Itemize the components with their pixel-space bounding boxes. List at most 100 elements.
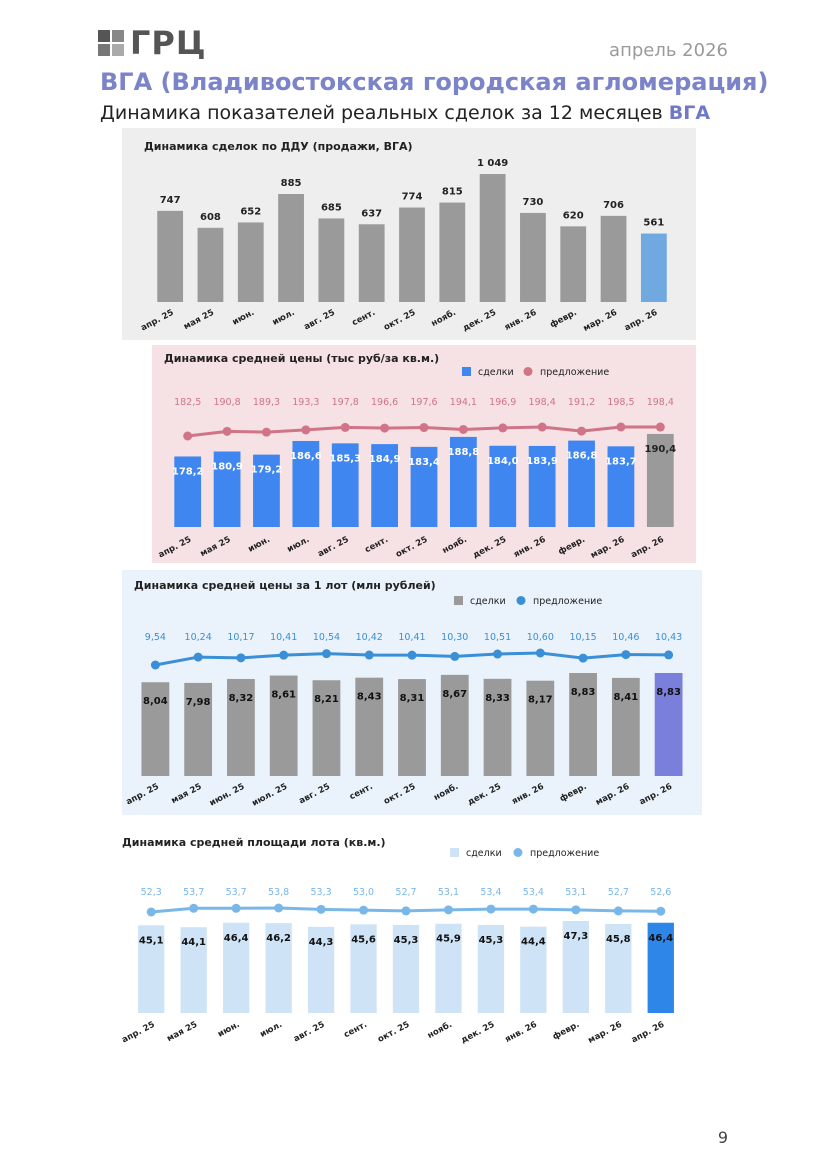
bar-value-label: 184,9 xyxy=(369,454,401,465)
line-point xyxy=(443,905,453,915)
bar-value-label: 190,4 xyxy=(644,444,676,455)
line-point xyxy=(577,426,587,436)
bar xyxy=(355,677,384,776)
line-value-label: 10,17 xyxy=(227,632,254,643)
line-value-label: 190,8 xyxy=(213,397,240,408)
bar xyxy=(528,445,556,527)
chart-avg-lot-area: Динамика средней площади лота (кв.м.) сде… xyxy=(118,828,702,1063)
logo-mark-icon xyxy=(98,30,124,56)
line-point xyxy=(193,652,203,662)
line-value-label: 10,41 xyxy=(270,632,297,643)
bar xyxy=(184,682,213,776)
line-value-label: 194,1 xyxy=(450,397,477,408)
legend-bar-label: сделки xyxy=(470,596,506,607)
subtitle-text: Динамика показателей реальных сделок за … xyxy=(100,102,669,124)
legend-line-swatch xyxy=(513,848,523,857)
bar xyxy=(278,194,304,302)
bar xyxy=(398,679,426,776)
bar xyxy=(435,923,462,1013)
bar xyxy=(479,174,506,302)
line-point xyxy=(450,651,460,661)
legend-bar-label: сделки xyxy=(478,367,514,378)
line-value-label: 198,4 xyxy=(647,397,674,408)
page-subtitle: Динамика показателей реальных сделок за … xyxy=(100,102,710,124)
legend-line-label: предложение xyxy=(530,848,599,859)
chart-avg-lot-price: Динамика средней цены за 1 лот (млн рубл… xyxy=(122,570,702,815)
chart-deals-count: Динамика сделок по ДДУ (продажи, ВГА) 747… xyxy=(122,128,696,340)
line-point xyxy=(183,431,193,441)
line-value-label: 53,4 xyxy=(480,887,501,898)
bar-value-label: 183,9 xyxy=(526,456,558,467)
bar-value-label: 183,7 xyxy=(605,456,637,467)
bar xyxy=(222,922,250,1013)
bar xyxy=(253,454,280,527)
bar-value-label: 608 xyxy=(200,212,221,223)
bar xyxy=(292,440,320,527)
bar-value-label: 45,1 xyxy=(139,935,164,946)
bar-value-label: 8,83 xyxy=(656,687,681,698)
line-point xyxy=(261,427,271,437)
bar-value-label: 815 xyxy=(442,187,463,198)
subtitle-accent: ВГА xyxy=(668,102,711,124)
bar-value-label: 774 xyxy=(402,192,423,203)
line-point xyxy=(231,903,241,913)
bar-value-label: 178,2 xyxy=(172,466,204,477)
bar-value-label: 44,4 xyxy=(521,937,546,948)
bar xyxy=(600,215,627,302)
bar xyxy=(350,924,377,1013)
bar-value-label: 45,8 xyxy=(606,934,631,945)
bar xyxy=(569,673,597,776)
bar-value-label: 685 xyxy=(321,202,342,213)
bar xyxy=(265,923,292,1013)
bar xyxy=(331,443,359,527)
line-point xyxy=(222,426,232,436)
bar-value-label: 183,4 xyxy=(408,457,440,468)
bar-value-label: 8,04 xyxy=(143,696,168,707)
legend-bar-swatch xyxy=(462,367,471,376)
bar xyxy=(269,675,298,776)
line-point xyxy=(621,650,631,660)
bar-value-label: 8,61 xyxy=(271,690,296,701)
line-value-label: 52,7 xyxy=(395,887,416,898)
legend-bar-swatch xyxy=(454,596,463,605)
line-value-label: 10,15 xyxy=(569,632,596,643)
bar-value-label: 46,4 xyxy=(224,933,249,944)
bar xyxy=(526,680,555,776)
bar-value-label: 186,6 xyxy=(290,451,322,462)
line-value-label: 10,51 xyxy=(484,632,511,643)
line-point xyxy=(279,650,289,660)
bar xyxy=(562,921,590,1013)
line-value-label: 10,41 xyxy=(398,632,425,643)
report-date: апрель 2026 xyxy=(609,40,728,61)
bar-value-label: 8,17 xyxy=(528,695,553,706)
line-point xyxy=(616,422,626,432)
bar xyxy=(611,677,640,776)
bar xyxy=(399,207,425,302)
line-point xyxy=(571,905,581,915)
line-value-label: 10,46 xyxy=(612,632,639,643)
bar-value-label: 8,31 xyxy=(400,693,425,704)
line-value-label: 53,3 xyxy=(310,887,331,898)
line-point xyxy=(189,903,199,913)
bar-value-label: 8,32 xyxy=(229,693,254,704)
legend-line-swatch xyxy=(516,596,526,605)
line-value-label: 198,5 xyxy=(607,397,634,408)
bar-value-label: 45,9 xyxy=(436,934,461,945)
bar xyxy=(237,222,264,302)
bar xyxy=(646,433,674,527)
lot-price-title: Динамика средней цены за 1 лот (млн рубл… xyxy=(134,579,436,592)
line-point xyxy=(146,907,156,917)
line-point xyxy=(613,906,623,916)
line-value-label: 53,7 xyxy=(183,887,204,898)
line-value-label: 10,60 xyxy=(527,632,554,643)
bar-value-label: 45,3 xyxy=(394,935,419,946)
line-point xyxy=(407,650,417,660)
line-point xyxy=(535,648,545,658)
line-value-label: 53,0 xyxy=(353,887,374,898)
bar xyxy=(157,210,184,302)
line-value-label: 52,3 xyxy=(141,887,162,898)
bar xyxy=(440,674,469,776)
bar-value-label: 8,21 xyxy=(314,694,339,705)
line-point xyxy=(664,650,674,660)
line-point xyxy=(236,653,246,663)
